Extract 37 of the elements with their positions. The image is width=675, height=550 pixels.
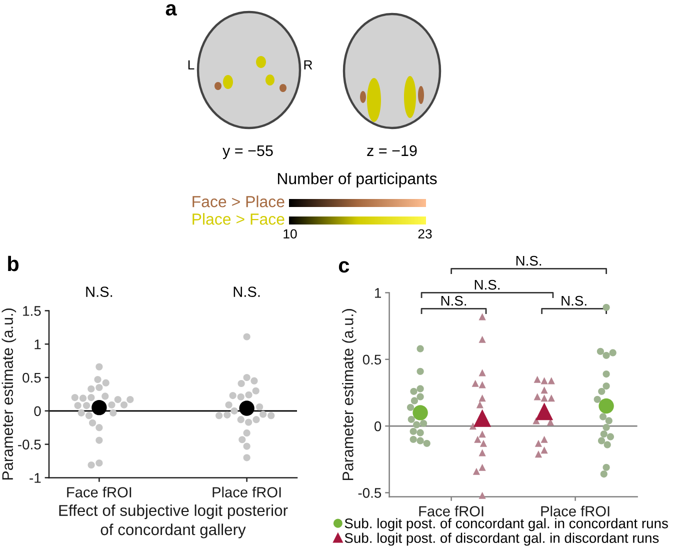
annotation: N.S. xyxy=(441,296,466,306)
y-tick-label: 0 xyxy=(374,421,382,432)
x-tick-label: Face fROI xyxy=(419,506,484,516)
text: y = −55 xyxy=(222,145,273,160)
category-label: Face > Place xyxy=(192,196,284,208)
text: N.S. xyxy=(516,256,542,266)
y-tick-label: 1 xyxy=(34,340,41,350)
legend-label: Sub. logit post. of discordant gal. in discordant runs xyxy=(344,532,659,546)
x-tick-label: Place fROI xyxy=(212,486,281,498)
chart-title: b xyxy=(8,256,19,272)
y-tick-label: 1 xyxy=(374,288,381,298)
annotation: N.S. xyxy=(562,296,586,306)
text: R xyxy=(304,60,312,70)
legend-label: Sub. logit post. of concordant gal. in concordant runs xyxy=(344,518,668,532)
y-tick-label: 0.5 xyxy=(362,354,382,365)
text: N.S. xyxy=(234,286,260,297)
y-tick-label: -0.5 xyxy=(358,488,382,498)
y-tick-label: 1.5 xyxy=(23,306,41,316)
y-tick-label: 0.5 xyxy=(22,372,41,383)
text: L xyxy=(188,60,194,70)
text: z = −19 xyxy=(367,145,417,156)
category-label: Place > Face xyxy=(192,213,284,225)
text: N.S. xyxy=(474,280,500,290)
chart-title: c xyxy=(338,261,350,273)
x-tick-label: Face fROI xyxy=(67,486,132,498)
y-tick-label: -0.5 xyxy=(18,440,41,450)
text: 10 xyxy=(284,229,297,239)
y-tick-label: 0 xyxy=(34,406,41,416)
x-tick-label: Place fROI xyxy=(541,506,610,516)
text: a xyxy=(166,4,177,16)
text: 23 xyxy=(418,229,432,239)
text: Number of participants xyxy=(278,172,437,188)
y-axis-title: Parameter estimate (a.u.) xyxy=(342,309,356,480)
y-tick-label: -1 xyxy=(30,473,41,483)
y-axis-title: Parameter estimate (a.u.) xyxy=(2,308,16,480)
text: N.S. xyxy=(86,286,112,297)
x-axis-title: Effect of subjective logit posterior of concordant gallery xyxy=(59,504,288,538)
